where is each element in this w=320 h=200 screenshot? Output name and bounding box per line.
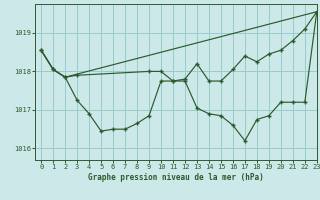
X-axis label: Graphe pression niveau de la mer (hPa): Graphe pression niveau de la mer (hPa) [88,173,264,182]
